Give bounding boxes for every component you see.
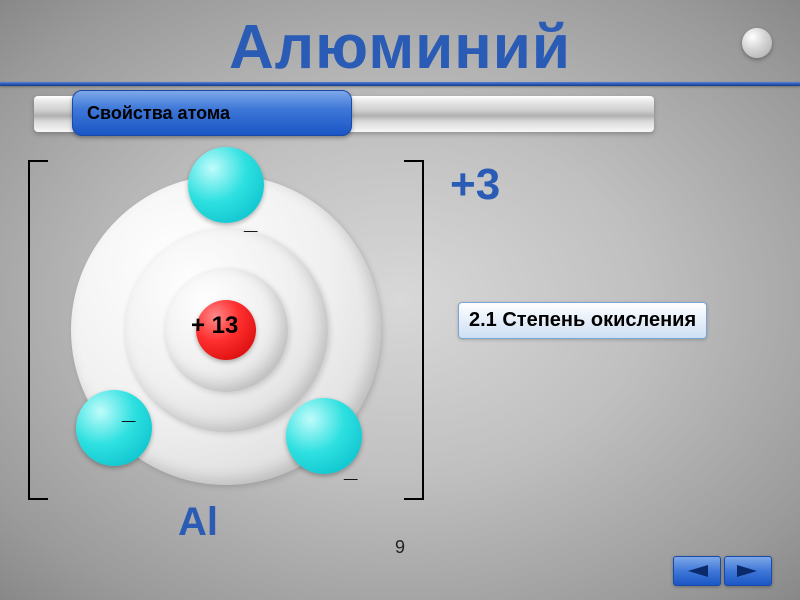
slide-title: Алюминий [229, 12, 571, 83]
bracket-left [28, 160, 48, 500]
nav-orb-icon[interactable] [742, 28, 772, 58]
prev-slide-button[interactable] [673, 556, 721, 586]
arrow-left-icon [686, 563, 708, 579]
nav-arrow-group [673, 556, 772, 586]
element-symbol: Al [178, 500, 218, 545]
atom-diagram: + 13 _ _ _ [26, 150, 426, 510]
subtitle-text: Свойства атома [87, 103, 230, 124]
oxidation-info-box[interactable]: 2.1 Степень окисления [458, 302, 707, 339]
oxidation-state: +3 [450, 160, 500, 210]
arrow-right-icon [737, 563, 759, 579]
electron-bl-minus-icon: _ [122, 398, 135, 426]
title-underline [0, 82, 800, 86]
electron-bottom-left [76, 390, 152, 466]
subtitle-pill: Свойства атома [72, 90, 352, 136]
bracket-right [404, 160, 424, 500]
next-slide-button[interactable] [724, 556, 772, 586]
electron-top-minus-icon: _ [244, 208, 257, 236]
electron-br-minus-icon: _ [344, 456, 357, 484]
nucleus-charge-label: + 13 [191, 312, 238, 340]
oxidation-info-text: 2.1 Степень окисления [469, 309, 696, 331]
slide-number: 9 [395, 537, 405, 558]
